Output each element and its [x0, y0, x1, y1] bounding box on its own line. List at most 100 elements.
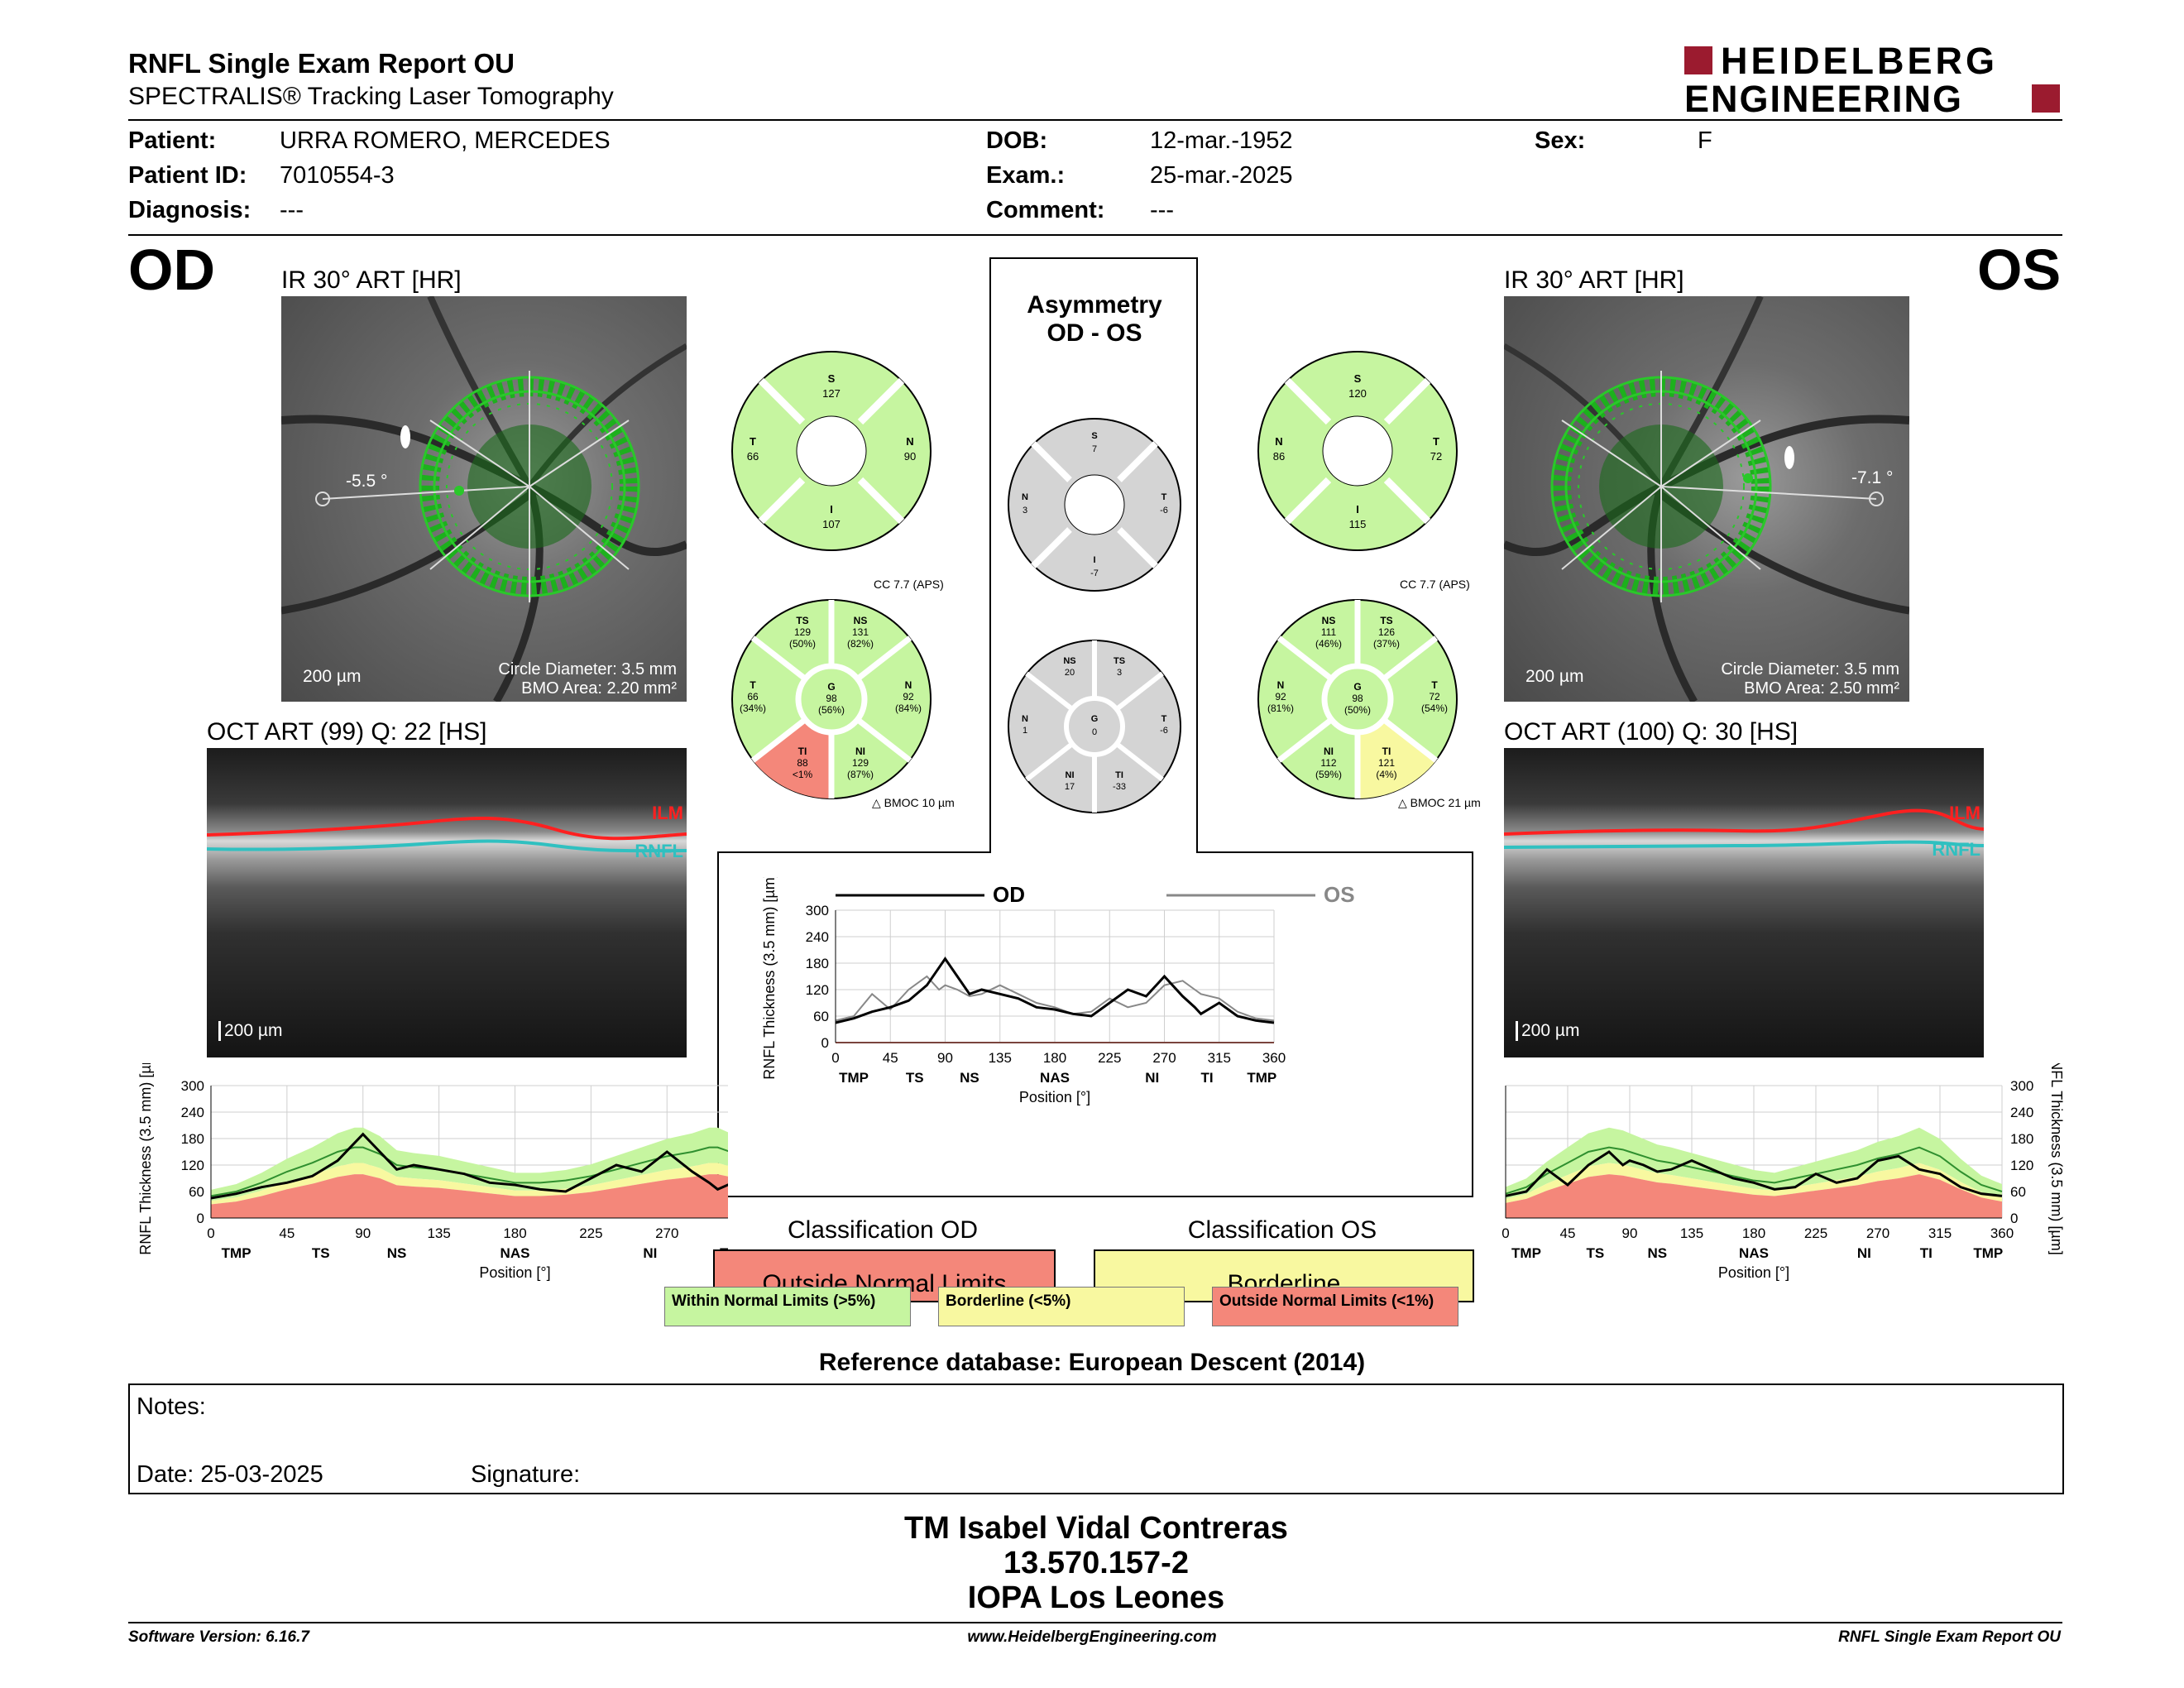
os-angle-label: -7.1 °	[1851, 468, 1894, 487]
x-tick-label: 90	[1622, 1225, 1638, 1241]
y-tick-label: 0	[821, 1035, 829, 1051]
x-tick-label: 135	[1680, 1225, 1703, 1241]
sector-label: NAS	[500, 1245, 530, 1261]
asymmetry-thickness-chart: 0 60 120 180 240 300 0 45 90 135 180 225 270 315 360 TM…	[761, 877, 1355, 1105]
asymmetry-title-line2: OD - OS	[1046, 319, 1142, 347]
os-s6-ti-pct: (4%)	[1376, 769, 1396, 780]
asymmetry-frame	[717, 257, 1473, 1197]
software-version: Software Version: 6.16.7	[128, 1628, 309, 1646]
od-bmoc-label: △ BMOC 10 µm	[872, 796, 955, 809]
dob-label: DOB:	[986, 127, 1048, 154]
asym-s6-t-label: T	[1161, 714, 1167, 724]
od-line	[835, 957, 1275, 1024]
x-tick-label: 135	[427, 1225, 450, 1241]
notes-label: Notes:	[136, 1393, 206, 1420]
sector-label: TS	[1586, 1245, 1604, 1261]
sector-label: NS	[960, 1070, 979, 1086]
sector-label: NAS	[1739, 1245, 1769, 1261]
od-ir-label: IR 30° ART [HR]	[281, 266, 462, 294]
os-s4-t: 72	[1430, 450, 1442, 463]
od-s4-t-label: T	[750, 435, 756, 448]
os-s6-ni: 112	[1320, 757, 1336, 769]
x-tick-label: 270	[655, 1225, 678, 1241]
os-s6-n: 92	[1275, 691, 1286, 703]
y-tick-label: 60	[189, 1184, 204, 1200]
od-angle-label: -5.5 °	[346, 472, 388, 491]
od-s6-t-label: T	[750, 679, 756, 691]
od-s6-n-label: N	[905, 679, 912, 691]
legend-borderline: Borderline (<5%)	[938, 1287, 1185, 1326]
asym-s6-ni-label: NI	[1066, 770, 1075, 780]
asym-s6-ts: 3	[1117, 668, 1122, 678]
os-classification-title: Classification OS	[1187, 1216, 1377, 1244]
os-s4-s-label: S	[1354, 372, 1362, 385]
outside-band	[1506, 1174, 2002, 1218]
sex-label: Sex:	[1535, 127, 1586, 154]
y-tick-label: 60	[2010, 1184, 2026, 1200]
os-s6-t: 72	[1429, 691, 1440, 703]
y-tick-label: 300	[806, 903, 829, 918]
asym-s4-s: 7	[1092, 444, 1097, 454]
os-s4-s: 120	[1348, 387, 1367, 400]
os-s6-t-label: T	[1431, 679, 1438, 691]
os-s6-ts-label: TS	[1380, 615, 1392, 626]
os-s6-ns: 111	[1321, 626, 1337, 638]
od-s6-ni-pct: (87%)	[847, 769, 874, 780]
od-bmoc-value: BMOC 10 µm	[884, 796, 955, 809]
heidelberg-logo: HEIDELBERG ENGINEERING	[1684, 40, 2062, 120]
od-s6-ts: 129	[794, 626, 811, 638]
sector-label: TMP	[839, 1070, 869, 1086]
sex-value: F	[1698, 127, 1712, 154]
od-s6-ts-label: TS	[796, 615, 808, 626]
sector-label: TMP	[222, 1245, 251, 1261]
y-tick-label: 120	[181, 1158, 204, 1173]
od-s6-n-pct: (84%)	[895, 703, 922, 714]
signature-label: Signature:	[471, 1461, 581, 1488]
os-s6-g-label: G	[1353, 681, 1361, 693]
asymmetry-title-line1: Asymmetry	[1027, 291, 1162, 319]
asym-s6-ts-label: TS	[1114, 656, 1125, 666]
asym-s4-n: 3	[1023, 506, 1027, 516]
measured-line	[1505, 1150, 2003, 1197]
x-tick-label: 45	[279, 1225, 295, 1241]
logo-text-bottom: ENGINEERING	[1684, 78, 1964, 120]
x-tick-label: 0	[1502, 1225, 1509, 1241]
x-tick-label: 360	[1990, 1225, 2014, 1241]
od-s6-ni: 129	[852, 757, 869, 769]
y-tick-label: 300	[181, 1078, 204, 1094]
y-tick-label: 180	[181, 1131, 204, 1147]
website-link[interactable]: www.HeidelbergEngineering.com	[967, 1628, 1217, 1646]
od-s4-s: 127	[822, 387, 841, 400]
asym-s6-t: -6	[1160, 726, 1168, 736]
y-tick-label: 240	[181, 1105, 204, 1120]
x-tick-label: 0	[207, 1225, 214, 1241]
report-title: RNFL Single Exam Report OU	[128, 48, 515, 79]
asym-sector4-chart: S 7 N 3 T -6 I -7	[1008, 418, 1181, 592]
exam-label: Exam.:	[986, 162, 1066, 189]
comment-value: ---	[1150, 197, 1174, 223]
os-ir-caption: Circle Diameter: 3.5 mm BMO Area: 2.50 m…	[1721, 660, 1899, 698]
os-thickness-chart: 0 60 120 180 240 300 0 45 90 135 180 225 270 315 360 TM…	[1502, 1063, 2065, 1281]
signatory-place: IOPA Los Leones	[967, 1580, 1225, 1615]
x-tick-label: 315	[1208, 1050, 1231, 1066]
asym-s6-ni: 17	[1065, 782, 1075, 792]
od-s6-t-pct: (34%)	[740, 703, 766, 714]
os-s6-n-label: N	[1277, 679, 1285, 691]
x-tick-label: 45	[883, 1050, 898, 1066]
os-s4-n-label: N	[1275, 435, 1282, 448]
normal-band	[211, 1127, 728, 1201]
sector-label: NI	[1145, 1070, 1159, 1086]
sector-label: TI	[1920, 1245, 1933, 1261]
normal-mean-line	[1505, 1146, 2003, 1195]
x-tick-label: 180	[503, 1225, 526, 1241]
y-axis-title: RNFL Thickness (3.5 mm) [µm]	[2048, 1063, 2065, 1255]
x-tick-label: 270	[1866, 1225, 1889, 1241]
x-axis-title: Position [°]	[1019, 1089, 1090, 1105]
y-tick-label: 180	[2010, 1131, 2033, 1147]
od-ir-scale: 200 µm	[303, 667, 362, 686]
asym-s4-i-label: I	[1093, 555, 1095, 565]
patient-id: 7010554-3	[280, 162, 395, 189]
notes-box: Notes: Date: 25-03-2025 Signature:	[128, 1383, 2064, 1494]
x-tick-label: 270	[1152, 1050, 1176, 1066]
signatory-id: 13.570.157-2	[1003, 1546, 1189, 1580]
